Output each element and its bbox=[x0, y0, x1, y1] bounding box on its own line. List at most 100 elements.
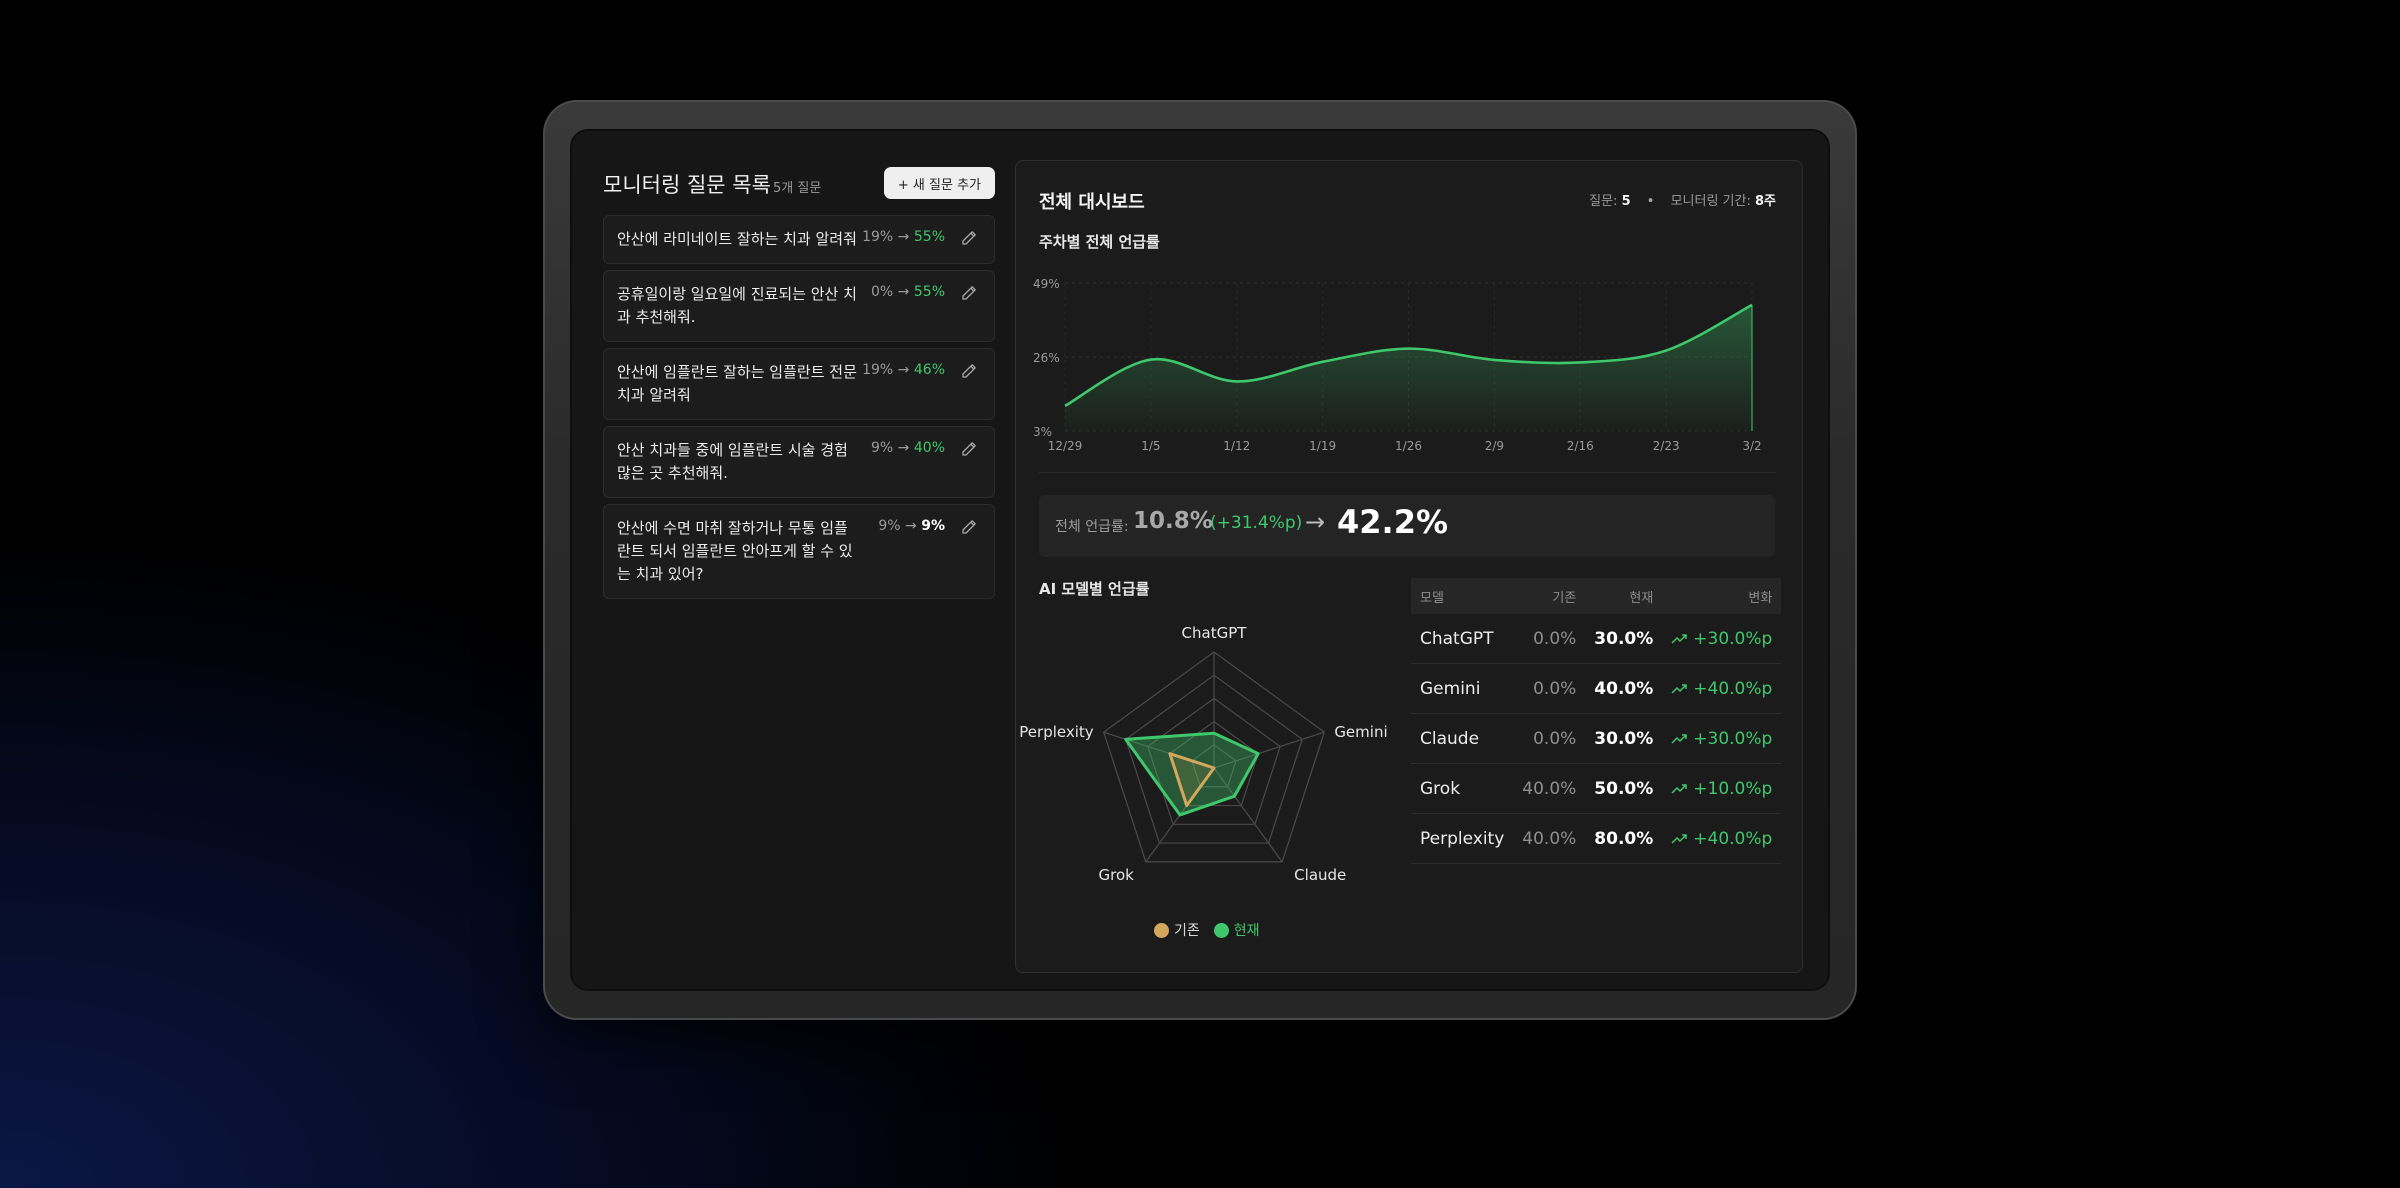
table-row: ChatGPT 0.0% 30.0% +30.0%p bbox=[1411, 614, 1782, 664]
x-tick-label: 2/23 bbox=[1653, 439, 1680, 453]
model-change-value: +40.0%p bbox=[1693, 828, 1773, 849]
legend-base-swatch bbox=[1154, 922, 1169, 938]
area-fill bbox=[1065, 304, 1752, 431]
x-tick-label: 1/5 bbox=[1141, 439, 1160, 453]
model-change: +40.0%p bbox=[1662, 813, 1782, 864]
radar-series-base bbox=[1168, 752, 1216, 808]
radar-chart-title: AI 모델별 언급률 bbox=[1039, 580, 1150, 598]
question-item[interactable]: 안산에 임플란트 잘하는 임플란트 전문 치과 알려줘 19% → 46% bbox=[603, 348, 995, 420]
rate-from: 0% bbox=[871, 284, 894, 300]
model-current: 30.0% bbox=[1585, 713, 1663, 764]
line-chart-title: 주차별 전체 언급률 bbox=[1039, 233, 1160, 251]
legend-current-swatch bbox=[1213, 922, 1229, 938]
radar-axis-label: Grok bbox=[1098, 866, 1134, 884]
tablet-frame: 모니터링 질문 목록 5개 질문 + 새 질문 추가 안산에 라미네이트 잘하는… bbox=[543, 100, 1857, 1020]
model-name: ChatGPT bbox=[1411, 614, 1514, 664]
pencil-icon[interactable] bbox=[961, 230, 977, 246]
rate-to: 46% bbox=[913, 362, 945, 378]
trend-up-icon bbox=[1671, 783, 1688, 794]
y-tick-label: 26% bbox=[1033, 351, 1060, 365]
add-question-button[interactable]: + 새 질문 추가 bbox=[883, 167, 995, 199]
dashboard-meta: 질문: 5 • 모니터링 기간: 8주 bbox=[1589, 190, 1776, 209]
question-list-title: 모니터링 질문 목록 bbox=[603, 173, 771, 197]
question-rate: 0% → 55% bbox=[871, 284, 945, 300]
divider bbox=[1039, 472, 1776, 473]
legend-base-label: 기존 bbox=[1174, 923, 1200, 939]
model-base: 0.0% bbox=[1513, 663, 1586, 714]
question-text: 안산에 임플란트 잘하는 임플란트 전문 치과 알려줘 bbox=[617, 363, 857, 404]
table-row: Claude 0.0% 30.0% +30.0%p bbox=[1411, 713, 1782, 764]
radar-axis-label: Gemini bbox=[1334, 723, 1387, 741]
question-count: 5개 질문 bbox=[773, 181, 822, 196]
model-name: Gemini bbox=[1411, 663, 1514, 714]
question-item[interactable]: 안산에 수면 마취 잘하거나 무통 임플란트 되서 임플란트 안아프게 할 수 … bbox=[603, 504, 995, 599]
table-row: Perplexity 40.0% 80.0% +40.0%p bbox=[1411, 813, 1782, 864]
rate-to: 55% bbox=[913, 284, 945, 300]
x-tick-label: 1/19 bbox=[1309, 439, 1336, 453]
model-name: Grok bbox=[1411, 763, 1514, 814]
trend-up-icon bbox=[1671, 833, 1688, 844]
question-item[interactable]: 안산에 라미네이트 잘하는 치과 알려줘 19% → 55% bbox=[603, 215, 995, 264]
table-row: Grok 40.0% 50.0% +10.0%p bbox=[1411, 763, 1782, 814]
model-current: 80.0% bbox=[1585, 813, 1663, 864]
model-base: 40.0% bbox=[1513, 813, 1586, 864]
pencil-icon[interactable] bbox=[961, 441, 977, 457]
rate-from: 19% bbox=[862, 229, 894, 245]
model-base: 0.0% bbox=[1513, 713, 1586, 764]
question-rate: 9% → 40% bbox=[871, 440, 945, 456]
question-list-panel: 모니터링 질문 목록 5개 질문 + 새 질문 추가 안산에 라미네이트 잘하는… bbox=[603, 167, 995, 605]
pencil-icon[interactable] bbox=[961, 285, 977, 301]
radar-legend: 기존 현재 bbox=[1154, 920, 1260, 940]
col-current: 현재 bbox=[1585, 578, 1663, 614]
question-item[interactable]: 공휴일이랑 일요일에 진료되는 안산 치과 추천해줘. 0% → 55% bbox=[603, 270, 995, 342]
radar-axis bbox=[1213, 767, 1283, 863]
model-change-value: +30.0%p bbox=[1693, 628, 1773, 649]
rate-from: 19% bbox=[862, 362, 894, 378]
series-line bbox=[1064, 303, 1753, 408]
period-label: 모니터링 기간: bbox=[1670, 194, 1751, 209]
model-radar-chart: ChatGPT Gemini Claude Grok Perplexity bbox=[1019, 624, 1387, 884]
legend-item-base: 기존 bbox=[1154, 920, 1200, 940]
x-tick-label: 2/16 bbox=[1567, 439, 1594, 453]
period-value: 8주 bbox=[1754, 194, 1776, 209]
legend-current-label: 현재 bbox=[1233, 923, 1260, 939]
dashboard-panel: 전체 대시보드 질문: 5 • 모니터링 기간: 8주 주차별 전체 언급률 4… bbox=[1015, 160, 1803, 973]
question-text: 공휴일이랑 일요일에 진료되는 안산 치과 추천해줘. bbox=[617, 285, 857, 326]
legend-item-current: 현재 bbox=[1213, 920, 1260, 940]
radar-grid-ring bbox=[1169, 720, 1259, 807]
model-change-value: +30.0%p bbox=[1693, 728, 1773, 749]
pencil-icon[interactable] bbox=[961, 363, 977, 379]
rate-to: 55% bbox=[913, 229, 945, 245]
model-change: +30.0%p bbox=[1662, 614, 1782, 664]
x-tick-label: 12/29 bbox=[1048, 439, 1083, 453]
radar-grid-ring bbox=[1191, 744, 1237, 788]
model-change: +10.0%p bbox=[1662, 763, 1782, 814]
y-tick-label: 3% bbox=[1033, 425, 1052, 439]
summary-label: 전체 언급률: bbox=[1055, 519, 1129, 535]
y-tick-label: 49% bbox=[1033, 277, 1060, 291]
question-rate: 9% → 9% bbox=[878, 518, 945, 534]
rate-to: 9% bbox=[921, 518, 945, 534]
question-list-header: 모니터링 질문 목록 5개 질문 + 새 질문 추가 bbox=[603, 167, 995, 203]
rate-from: 9% bbox=[871, 440, 894, 456]
question-item[interactable]: 안산 치과들 중에 임플란트 시술 경험 많은 곳 추천해줘. 9% → 40% bbox=[603, 426, 995, 498]
question-list: 안산에 라미네이트 잘하는 치과 알려줘 19% → 55% 공휴일이랑 일요일에 … bbox=[603, 215, 995, 599]
radar-axis-label: ChatGPT bbox=[1182, 624, 1248, 642]
col-change: 변화 bbox=[1662, 578, 1782, 614]
trend-up-icon bbox=[1671, 683, 1688, 694]
x-tick-label: 3/2 bbox=[1742, 439, 1761, 453]
question-text: 안산에 수면 마취 잘하거나 무통 임플란트 되서 임플란트 안아프게 할 수 … bbox=[617, 519, 853, 583]
question-text: 안산에 라미네이트 잘하는 치과 알려줘 bbox=[617, 230, 857, 248]
radar-axis-label: Perplexity bbox=[1019, 723, 1093, 741]
weekly-mention-chart: 49% 26% 3%12/29 1/5 1/12 1/19 1/26 2/9 2/16 2/23 3… bbox=[1033, 277, 1762, 453]
model-current: 40.0% bbox=[1585, 663, 1663, 714]
summary-to-value: 42.2% bbox=[1337, 503, 1449, 541]
pencil-icon[interactable] bbox=[961, 519, 977, 535]
x-tick-label: 1/12 bbox=[1223, 439, 1250, 453]
table-row: Gemini 0.0% 40.0% +40.0%p bbox=[1411, 663, 1782, 714]
model-base: 40.0% bbox=[1513, 763, 1586, 814]
meta-separator: • bbox=[1646, 194, 1655, 209]
radar-axis-label: Claude bbox=[1294, 866, 1346, 884]
model-current: 30.0% bbox=[1585, 614, 1663, 664]
questions-label: 질문: bbox=[1589, 194, 1618, 209]
